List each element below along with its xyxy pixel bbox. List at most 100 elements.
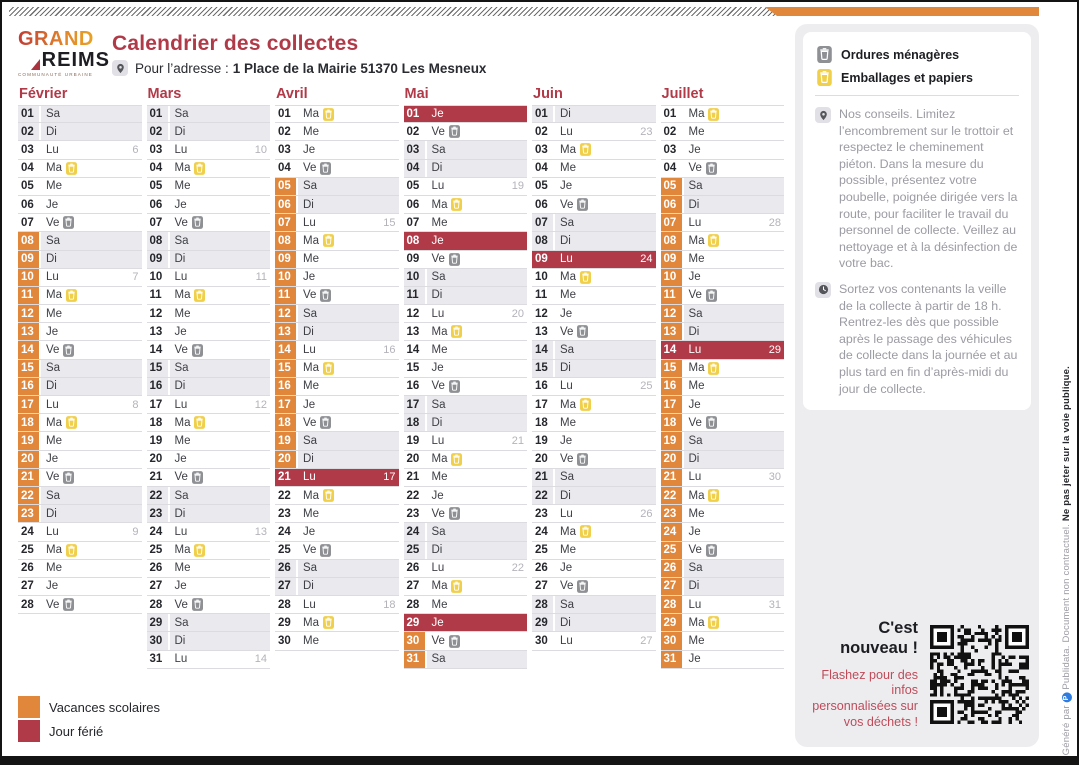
day-row: 29 Sa xyxy=(146,614,270,633)
legend-divider xyxy=(815,95,1019,96)
day-number: 02 xyxy=(532,123,555,141)
month-column-juin: Juin 01 Di 02 Lu 23 03 Ma 04 Me 05 Je 06 Ve 07 Sa 08 Di 09… xyxy=(532,86,656,669)
day-number: 06 xyxy=(660,195,684,214)
month-column-avril: Avril 01 Ma 02 Me 03 Je 04 Ve 05 Sa 06 Di 07 Lu 15 08 Ma 0… xyxy=(275,86,399,669)
weekday-abbrev: Me xyxy=(46,180,62,193)
day-row: 24 Lu 9 xyxy=(18,523,142,542)
day-row: 10 Lu 11 xyxy=(146,268,270,287)
weekday-abbrev: Me xyxy=(560,544,576,557)
day-number: 01 xyxy=(404,106,427,123)
weekday-abbrev: Sa xyxy=(174,362,189,375)
day-row: 24 Lu 13 xyxy=(146,523,270,542)
day-number: 12 xyxy=(147,305,170,323)
day-row: 05 Je xyxy=(532,177,656,196)
day-number: 08 xyxy=(660,232,684,250)
day-row: 30 Lu 27 xyxy=(532,632,656,651)
day-row: 20 Ma xyxy=(403,450,527,469)
day-number: 12 xyxy=(660,305,684,323)
day-number: 27 xyxy=(660,577,684,596)
logo-reims: REIMS xyxy=(41,49,110,71)
month-column-juillet: Juillet 01 Ma 02 Me 03 Je 04 Ve 05 Sa 06 Di 07 Lu 28 08 M… xyxy=(660,86,784,669)
day-row: 29 Je xyxy=(403,614,527,633)
weekday-abbrev: Ve xyxy=(560,580,574,593)
weekday-abbrev: Me xyxy=(46,562,62,575)
day-number: 07 xyxy=(147,214,170,232)
day-number: 03 xyxy=(147,141,170,159)
week-number: 27 xyxy=(640,635,653,648)
top-decorative-band xyxy=(9,7,1039,16)
day-number: 05 xyxy=(275,177,298,195)
weekday-abbrev: Di xyxy=(46,125,57,138)
footer-brand: Publidata. Document non contractuel. xyxy=(1061,520,1072,693)
week-number: 8 xyxy=(132,398,139,411)
weekday-abbrev: Lu xyxy=(303,471,316,484)
day-number: 15 xyxy=(660,359,684,377)
top-band-orange-segment xyxy=(765,7,1039,16)
day-row: 21 Lu 17 xyxy=(275,468,399,487)
weekday-abbrev: Sa xyxy=(560,598,575,611)
day-number: 27 xyxy=(18,577,41,596)
day-row: 15 Ma xyxy=(660,359,784,378)
day-number: 21 xyxy=(18,468,41,486)
day-row: 09 Di xyxy=(146,250,270,269)
day-number: 24 xyxy=(275,523,298,541)
day-row: 14 Me xyxy=(403,341,527,360)
waste-bin-gray-icon xyxy=(705,416,717,430)
weekday-abbrev: Lu xyxy=(46,525,59,538)
weekday-abbrev: Je xyxy=(431,489,444,502)
recycling-bin-yellow-icon xyxy=(322,361,334,375)
day-number: 22 xyxy=(660,486,684,505)
weekday-abbrev: Ma xyxy=(560,271,576,284)
legend-ferie: Jour férié xyxy=(18,720,160,742)
day-number: 07 xyxy=(275,214,298,232)
day-row: 17 Je xyxy=(275,396,399,415)
weekday-abbrev: Lu xyxy=(560,253,573,266)
day-number: 31 xyxy=(660,650,684,668)
weekday-abbrev: Di xyxy=(174,507,186,520)
weekday-abbrev: Sa xyxy=(303,562,318,575)
week-number: 25 xyxy=(640,380,653,393)
day-row: 21 Lu 30 xyxy=(660,468,784,487)
day-number: 19 xyxy=(275,432,298,450)
weekday-abbrev: Sa xyxy=(46,234,61,247)
weekday-abbrev: Lu xyxy=(560,125,573,138)
day-number: 05 xyxy=(18,177,41,195)
day-number: 30 xyxy=(660,632,684,650)
recycling-bin-yellow-icon xyxy=(451,452,463,466)
day-row: 22 Je xyxy=(403,486,527,506)
ferie-color-swatch xyxy=(18,720,40,742)
weekday-abbrev: Ve xyxy=(431,380,445,393)
weekday-abbrev: Di xyxy=(688,325,700,338)
day-row: 21 Me xyxy=(403,468,527,487)
address-value: 1 Place de la Mairie 51370 Les Mesneux xyxy=(232,60,487,76)
day-row: 11 Di xyxy=(403,286,527,306)
day-number: 01 xyxy=(275,106,298,123)
day-number: 28 xyxy=(275,596,298,614)
recycling-bin-yellow-icon xyxy=(579,525,591,539)
day-number: 31 xyxy=(403,650,427,668)
day-number: 13 xyxy=(532,323,555,341)
weekday-abbrev: Me xyxy=(431,471,448,484)
weekday-abbrev: Ma xyxy=(560,398,576,411)
day-number: 02 xyxy=(18,123,41,141)
day-row: 07 Sa xyxy=(532,214,656,233)
day-number: 26 xyxy=(660,559,684,577)
weekday-abbrev: Di xyxy=(46,380,57,393)
weekday-abbrev: Lu xyxy=(431,562,445,575)
day-row: 11 Me xyxy=(532,286,656,306)
weekday-abbrev: Ma xyxy=(688,234,705,247)
day-number: 13 xyxy=(404,323,427,341)
day-number: 03 xyxy=(404,141,427,159)
weekday-abbrev: Me xyxy=(688,125,705,138)
day-number: 16 xyxy=(18,377,41,395)
day-number: 23 xyxy=(532,505,555,523)
day-number: 25 xyxy=(532,541,555,559)
day-number: 26 xyxy=(147,559,170,577)
day-row: 23 Di xyxy=(146,505,270,524)
weekday-abbrev: Sa xyxy=(174,489,189,502)
weekday-abbrev: Ma xyxy=(688,108,705,121)
day-number: 14 xyxy=(661,341,684,359)
day-number: 01 xyxy=(661,106,684,123)
day-number: 25 xyxy=(147,541,170,559)
day-row: 08 Sa xyxy=(18,232,142,251)
